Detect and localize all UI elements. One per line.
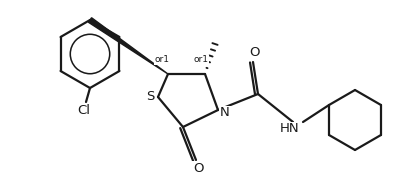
Text: HN: HN: [280, 122, 300, 136]
Text: N: N: [220, 106, 230, 120]
Text: O: O: [193, 161, 203, 175]
Text: Cl: Cl: [78, 104, 90, 116]
Text: S: S: [146, 90, 154, 104]
Text: O: O: [250, 46, 260, 60]
Polygon shape: [88, 18, 168, 74]
Text: or1: or1: [154, 56, 170, 64]
Text: or1: or1: [194, 56, 208, 64]
